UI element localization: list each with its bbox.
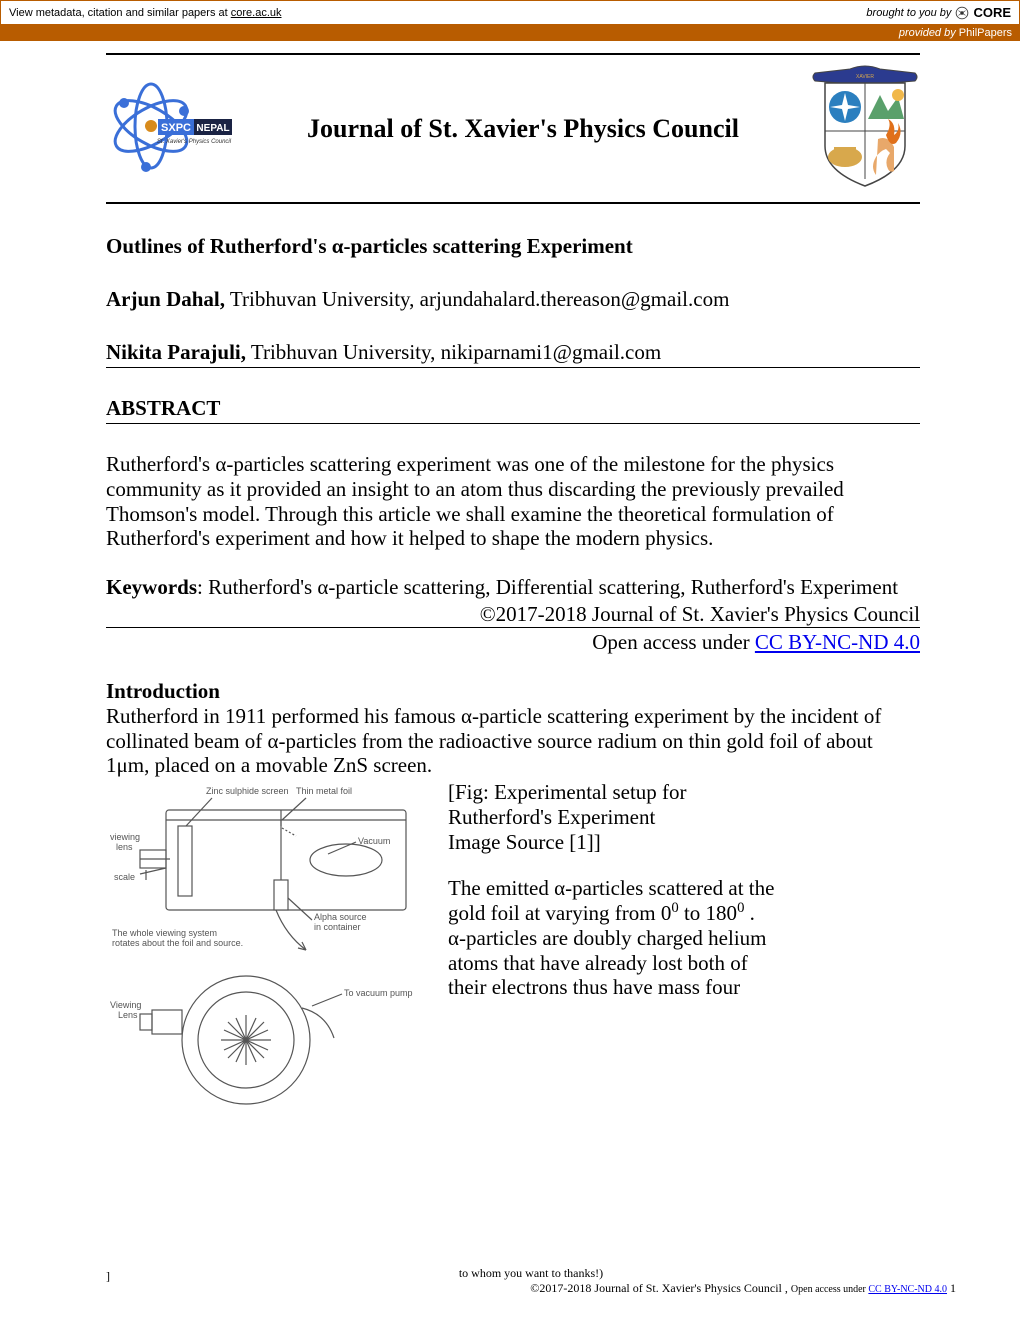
core-wordmark: CORE [973, 5, 1011, 20]
author-1: Arjun Dahal, Tribhuvan University, arjun… [106, 287, 920, 312]
open-access-line: Open access under CC BY-NC-ND 4.0 [106, 630, 920, 655]
svg-text:The whole viewing system: The whole viewing system [112, 928, 217, 938]
page-number: 1 [947, 1281, 956, 1295]
svg-text:Zinc sulphide screen: Zinc sulphide screen [206, 786, 289, 796]
brought-by-text: brought to you by [866, 7, 951, 19]
svg-text:Lens: Lens [118, 1010, 138, 1020]
journal-title: Journal of St. Xavier's Physics Council [248, 114, 798, 144]
svg-text:SXPC: SXPC [161, 122, 191, 134]
brought-by: brought to you by CORE [866, 5, 1011, 20]
footer-left-bracket: ] [106, 1269, 110, 1284]
svg-text:scale: scale [114, 872, 135, 882]
openaccess-prefix: Open access under [592, 630, 755, 654]
keywords: Keywords: Rutherford's α-particle scatte… [106, 575, 920, 600]
footer-license-link[interactable]: CC BY-NC-ND 4.0 [868, 1284, 947, 1295]
keywords-label: Keywords [106, 575, 197, 599]
author-1-name: Arjun Dahal, [106, 287, 225, 311]
footer-copyright: ©2017-2018 Journal of St. Xavier's Physi… [530, 1281, 791, 1295]
author-2-name: Nikita Parajuli, [106, 340, 246, 364]
svg-text:Viewing: Viewing [110, 1000, 141, 1010]
core-logo-icon [955, 6, 969, 20]
metadata-text: View metadata, citation and similar pape… [9, 7, 231, 19]
svg-text:XAVIER: XAVIER [856, 74, 874, 80]
experiment-diagram: Zinc sulphide screen Thin metal foil vie… [106, 780, 436, 1115]
svg-text:St. Xavier's Physics Council: St. Xavier's Physics Council [157, 139, 232, 145]
provided-by-prefix: provided by [899, 27, 959, 39]
metadata-citation-link: View metadata, citation and similar pape… [9, 7, 282, 19]
author-2: Nikita Parajuli, Tribhuvan University, n… [106, 340, 920, 368]
figure-section: Zinc sulphide screen Thin metal foil vie… [106, 780, 920, 1119]
keywords-text: : Rutherford's α-particle scattering, Di… [197, 575, 898, 599]
core-topbar: View metadata, citation and similar pape… [0, 0, 1020, 25]
license-link[interactable]: CC BY-NC-ND 4.0 [755, 630, 920, 654]
svg-text:NEPAL: NEPAL [196, 123, 229, 134]
introduction-heading: Introduction [106, 679, 920, 704]
svg-text:Vacuum: Vacuum [358, 836, 390, 846]
abstract-text: Rutherford's α-particles scattering expe… [106, 452, 920, 551]
footer-openaccess: Open access under [791, 1284, 868, 1295]
journal-masthead: SXPC NEPAL St. Xavier's Physics Council … [106, 53, 920, 204]
author-1-affil: Tribhuvan University, arjundahalard.ther… [225, 287, 729, 311]
svg-text:in container: in container [314, 922, 361, 932]
sxpc-logo: SXPC NEPAL St. Xavier's Physics Council [106, 71, 236, 186]
provider-bar: provided by PhilPapers [0, 25, 1020, 41]
core-link[interactable]: core.ac.uk [231, 7, 282, 19]
svg-text:Thin metal foil: Thin metal foil [296, 786, 352, 796]
introduction-body: Rutherford in 1911 performed his famous … [106, 704, 920, 778]
copyright-line: ©2017-2018 Journal of St. Xavier's Physi… [106, 602, 920, 628]
svg-text:Alpha source: Alpha source [314, 912, 367, 922]
page-content: SXPC NEPAL St. Xavier's Physics Council … [0, 41, 1020, 1119]
svg-text:viewing: viewing [110, 832, 140, 842]
paper-title: Outlines of Rutherford's α-particles sca… [106, 234, 920, 259]
college-crest: XAVIER [810, 61, 920, 196]
footer-thanks: to whom you want to thanks!) [106, 1266, 956, 1281]
author-2-affil: Tribhuvan University, nikiparnami1@gmail… [246, 340, 661, 364]
abstract-heading: ABSTRACT [106, 396, 920, 424]
footer-bottomline: ©2017-2018 Journal of St. Xavier's Physi… [106, 1281, 956, 1296]
svg-text:lens: lens [116, 842, 133, 852]
page-footer: ] to whom you want to thanks!) ©2017-201… [106, 1266, 956, 1296]
svg-text:To vacuum pump: To vacuum pump [344, 988, 413, 998]
svg-text:rotates about the foil and sou: rotates about the foil and source. [112, 938, 243, 948]
provider-name: PhilPapers [959, 27, 1012, 39]
